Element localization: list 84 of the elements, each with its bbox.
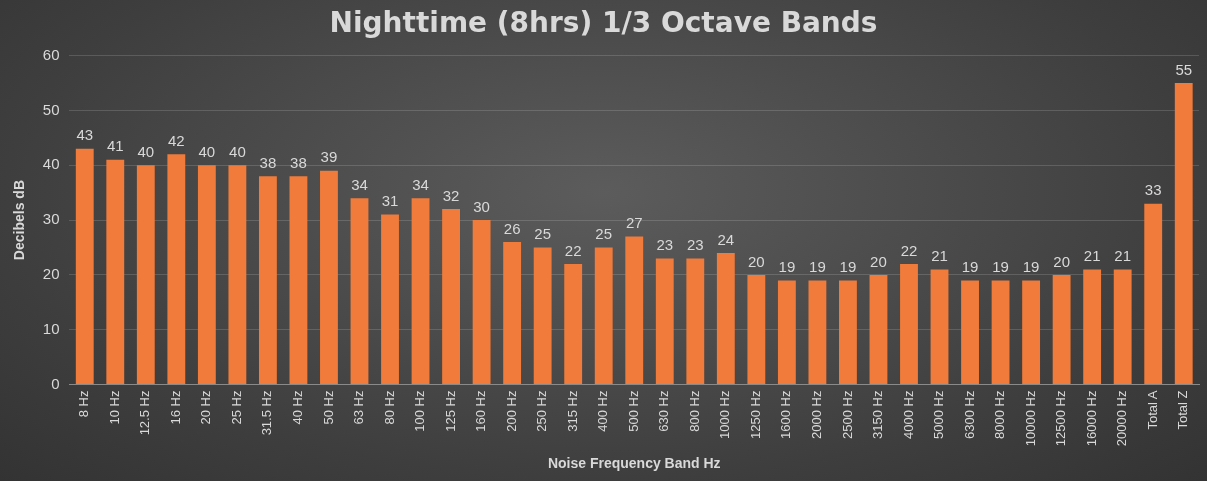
x-tick-label: 8 Hz <box>76 390 92 418</box>
x-tick-label: 1000 Hz <box>717 390 733 439</box>
x-tick-label: 12500 Hz <box>1053 390 1069 447</box>
y-tick-label: 60 <box>42 45 60 63</box>
x-tick-label: 125 Hz <box>442 390 458 432</box>
x-tick-label: 315 Hz <box>564 390 580 432</box>
data-label: 21 <box>1083 247 1101 265</box>
data-label: 25 <box>595 225 613 243</box>
data-label: 38 <box>259 153 277 171</box>
data-label: 38 <box>290 153 307 171</box>
x-tick-label: 200 Hz <box>503 390 519 432</box>
x-tick-label: 5000 Hz <box>931 390 947 439</box>
data-label: 19 <box>778 258 796 276</box>
x-tick-label: 10000 Hz <box>1022 390 1038 447</box>
data-label: 19 <box>809 258 826 276</box>
data-label: 19 <box>839 258 857 276</box>
x-tick-label: 63 Hz <box>351 390 367 425</box>
x-tick-label: 6300 Hz <box>961 390 977 439</box>
y-tick-label: 20 <box>42 265 60 283</box>
y-tick-label: 40 <box>42 155 60 173</box>
x-tick-label: 1250 Hz <box>747 390 763 439</box>
data-label: 32 <box>442 186 460 204</box>
x-tick-label: 50 Hz <box>320 390 336 425</box>
x-tick-label: 500 Hz <box>625 390 641 432</box>
data-label: 20 <box>1053 252 1070 270</box>
data-label: 31 <box>381 192 399 210</box>
data-label: 43 <box>76 126 94 144</box>
data-label: 27 <box>625 214 643 232</box>
data-label: 42 <box>167 131 185 149</box>
x-tick-label: 20000 Hz <box>1114 390 1130 447</box>
x-tick-label: 800 Hz <box>686 390 702 432</box>
data-label: 39 <box>320 148 338 166</box>
chart-title: Nighttime (8hrs) 1/3 Octave Bands <box>329 6 878 40</box>
x-tick-label: 16 Hz <box>167 390 183 425</box>
x-tick-label: 16000 Hz <box>1083 390 1099 447</box>
data-label: 41 <box>106 137 124 155</box>
x-tick-label: 630 Hz <box>656 390 672 432</box>
data-label: 20 <box>870 252 887 270</box>
x-tick-label: 8000 Hz <box>992 390 1008 439</box>
x-tick-label: 20 Hz <box>198 390 214 425</box>
data-label: 20 <box>748 252 765 270</box>
x-tick-label: 400 Hz <box>595 390 611 432</box>
x-tick-label: 10 Hz <box>106 390 122 425</box>
x-tick-label: 2500 Hz <box>839 390 855 439</box>
x-tick-label: 40 Hz <box>290 390 306 425</box>
x-tick-label: Total A <box>1144 390 1160 430</box>
data-label: 40 <box>229 142 246 160</box>
data-label: 34 <box>412 175 429 193</box>
x-tick-label: 12.5 Hz <box>137 390 153 436</box>
x-axis-title: Noise Frequency Band Hz <box>547 455 721 472</box>
data-label: 30 <box>473 197 490 215</box>
data-label: 34 <box>351 175 368 193</box>
x-tick-label: 31.5 Hz <box>259 390 275 436</box>
y-tick-label: 50 <box>42 100 60 118</box>
data-label: 21 <box>1114 247 1132 265</box>
data-label: 24 <box>717 230 735 248</box>
data-label: 19 <box>992 258 1009 276</box>
x-tick-label: 80 Hz <box>381 390 397 425</box>
y-axis-title: Decibels dB <box>11 180 28 261</box>
y-tick-label: 10 <box>42 319 60 337</box>
x-tick-label: 160 Hz <box>473 390 489 432</box>
data-label: 23 <box>686 236 704 254</box>
x-tick-label: 100 Hz <box>412 390 428 432</box>
data-label: 19 <box>1022 258 1040 276</box>
x-tick-label: 1600 Hz <box>778 390 794 439</box>
y-tick-label: 30 <box>42 210 60 228</box>
x-tick-label: 25 Hz <box>228 390 244 425</box>
y-tick-label: 0 <box>51 374 60 392</box>
x-tick-label: Total Z <box>1175 390 1191 430</box>
data-label: 23 <box>656 236 674 254</box>
data-label: 19 <box>961 258 979 276</box>
data-label: 25 <box>534 225 551 243</box>
x-tick-label: 2000 Hz <box>808 390 824 439</box>
data-label: 26 <box>503 219 521 237</box>
data-label: 22 <box>900 241 918 259</box>
data-label: 21 <box>931 247 948 265</box>
data-label: 55 <box>1175 60 1193 78</box>
x-tick-label: 3150 Hz <box>870 390 886 439</box>
data-label: 40 <box>198 142 216 160</box>
data-label: 33 <box>1144 181 1162 199</box>
data-label: 22 <box>564 241 582 259</box>
x-tick-label: 250 Hz <box>534 390 550 432</box>
x-tick-label: 4000 Hz <box>900 390 916 439</box>
data-label: 40 <box>137 142 155 160</box>
